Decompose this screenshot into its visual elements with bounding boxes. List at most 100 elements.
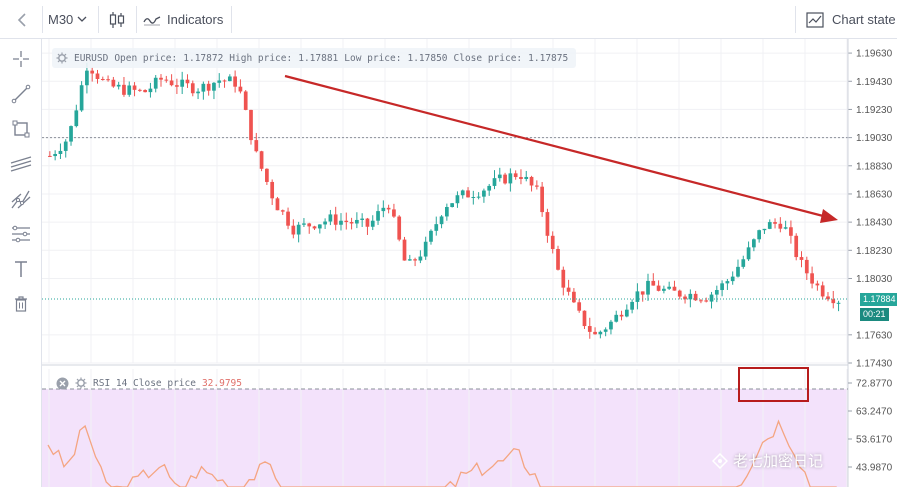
- candle-body: [450, 203, 454, 207]
- candle-body: [323, 221, 327, 225]
- candle-body: [397, 216, 402, 240]
- candle-body: [683, 296, 687, 300]
- text-icon[interactable]: [7, 255, 35, 283]
- open-label: Open price:: [114, 52, 178, 64]
- candle-body: [667, 286, 672, 289]
- rectangle-icon[interactable]: [7, 115, 35, 143]
- candle-body: [85, 70, 89, 86]
- candle-body: [577, 302, 582, 311]
- parallel-channel-icon[interactable]: [7, 150, 35, 178]
- rsi-tick-label: 63.2470: [856, 407, 893, 418]
- candle-body: [148, 88, 153, 93]
- trend-line-icon[interactable]: [7, 80, 35, 108]
- candle-body: [407, 259, 412, 261]
- candle-body: [593, 331, 597, 335]
- candle-body: [630, 301, 634, 310]
- candle-body: [100, 78, 105, 80]
- fib-levels-icon[interactable]: [7, 220, 35, 248]
- rsi-name: RSI 14 Close price: [93, 377, 196, 389]
- candle-body: [328, 214, 333, 222]
- last-price-tag: 1.17884: [860, 293, 897, 306]
- close-circle-icon[interactable]: [56, 377, 69, 390]
- candle-body: [254, 140, 259, 152]
- candle-body: [143, 90, 147, 93]
- candle-body: [196, 91, 200, 94]
- candle-body: [699, 300, 703, 302]
- candle-body: [302, 223, 306, 225]
- toolbar-divider: [42, 6, 43, 33]
- candle-body: [656, 285, 661, 291]
- candle-body: [106, 79, 110, 81]
- candlestick-icon: [109, 11, 125, 28]
- candle-body: [513, 173, 518, 178]
- candle-body: [720, 283, 724, 291]
- chart-state-button[interactable]: Chart state: [806, 0, 896, 39]
- candle-body: [460, 190, 465, 196]
- chart-type-button[interactable]: [106, 0, 128, 39]
- candle-body: [233, 76, 237, 87]
- candle-body: [757, 230, 762, 240]
- candle-body: [312, 226, 317, 229]
- candle-body: [116, 84, 121, 87]
- candle-body: [259, 151, 264, 169]
- rsi-tick-label: 53.6170: [856, 435, 893, 446]
- candle-body: [709, 294, 714, 302]
- candle-body: [603, 329, 608, 332]
- drawing-tools-sidebar: [0, 39, 42, 487]
- candle-body: [556, 248, 560, 270]
- candle-body: [365, 218, 370, 227]
- interval-dropdown[interactable]: M30: [48, 0, 87, 39]
- pitchfork-icon[interactable]: [7, 185, 35, 213]
- price-tick-label: 1.18030: [856, 274, 893, 285]
- toolbar-divider: [136, 6, 137, 33]
- trash-icon[interactable]: [7, 290, 35, 318]
- candle-body: [296, 224, 301, 235]
- candle-body: [360, 218, 365, 220]
- candle-body: [159, 77, 163, 80]
- crosshair-icon[interactable]: [7, 45, 35, 73]
- candle-body: [370, 220, 375, 227]
- price-tick-label: 1.18430: [856, 218, 893, 229]
- candle-body: [222, 80, 227, 82]
- candle-body: [804, 259, 809, 274]
- candle-body: [58, 150, 63, 155]
- candle-body: [180, 79, 185, 87]
- candle-body: [773, 222, 777, 224]
- price-tick-label: 1.18830: [856, 161, 893, 172]
- settings-gear-icon[interactable]: [75, 377, 87, 389]
- candle-body: [471, 196, 476, 198]
- candle-body: [810, 273, 814, 284]
- candle-body: [402, 239, 407, 261]
- price-tick-label: 1.18230: [856, 246, 893, 257]
- candle-body: [164, 79, 169, 81]
- candle-body: [476, 196, 481, 198]
- candle-body: [730, 276, 735, 282]
- candle-body: [778, 223, 783, 229]
- candle-body: [265, 168, 269, 182]
- candle-body: [317, 224, 322, 229]
- back-arrow-icon[interactable]: [8, 0, 36, 39]
- candle-body: [582, 310, 587, 327]
- candle-body: [714, 290, 719, 295]
- candle-body: [799, 257, 804, 260]
- price-tick-label: 1.19430: [856, 77, 893, 88]
- indicators-icon: [143, 15, 161, 25]
- candle-body: [275, 198, 280, 211]
- candle-body: [445, 206, 449, 217]
- candle-body: [466, 190, 470, 198]
- candle-body: [566, 287, 571, 292]
- low-value: 1.17850: [407, 52, 448, 64]
- candle-body: [270, 181, 275, 199]
- candle-body: [381, 207, 386, 212]
- price-chart[interactable]: 1.19630 1.19430 1.19230 1.19030 1.18830 1.186…: [42, 39, 897, 487]
- indicators-button[interactable]: Indicators: [143, 0, 223, 39]
- price-tick-label: 1.17430: [856, 359, 893, 370]
- candle-body: [545, 212, 550, 236]
- watermark-text: 老七加密日记: [733, 452, 824, 470]
- candle-body: [704, 300, 709, 302]
- candle-body: [349, 222, 354, 224]
- indicators-label: Indicators: [167, 12, 224, 27]
- settings-gear-icon[interactable]: [56, 52, 68, 64]
- candle-body: [746, 247, 751, 260]
- candle-body: [767, 222, 772, 229]
